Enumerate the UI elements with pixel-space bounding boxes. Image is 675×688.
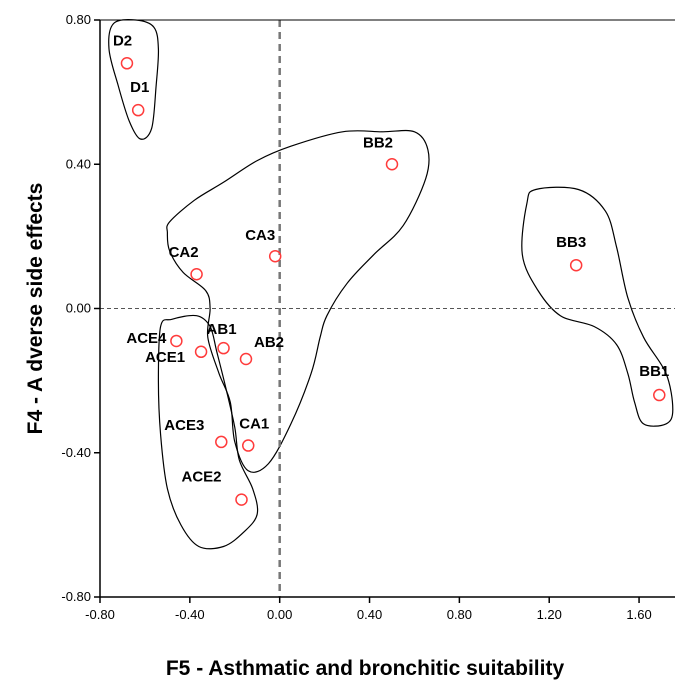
x-axis-title: F5 - Asthmatic and bronchitic suitabilit… [166,657,565,680]
data-point-d2 [120,57,134,70]
x-tick-label: 0.40 [357,607,382,622]
cluster-bb-outline [521,186,674,427]
point-label-ace2: ACE2 [182,469,222,486]
data-point-ace1 [194,345,208,359]
x-tick-label: -0.40 [175,607,205,622]
data-point-bb3 [569,258,583,272]
data-point-ca2 [190,267,203,281]
data-point-ace3 [215,435,228,449]
point-label-bb2: BB2 [363,134,393,151]
x-tick-label: 1.20 [537,607,562,622]
data-point-d1 [131,103,145,117]
point-label-d2: D2 [113,32,132,49]
x-tick-label: 1.60 [626,607,651,622]
x-tick-label: 0.80 [447,607,472,622]
data-point-ab2 [239,352,253,366]
data-point-bb1 [653,388,666,402]
cluster-ca-outline [166,129,430,473]
cluster-ace-outline [157,314,259,550]
point-label-ca2: CA2 [169,244,199,261]
y-tick-label: 0.00 [66,301,91,316]
data-point-ace2 [235,493,248,506]
point-label-ace4: ACE4 [126,330,167,347]
y-axis-title: F4 - A dverse side effects [24,183,47,435]
point-label-ace1: ACE1 [145,349,185,366]
point-label-d1: D1 [130,79,149,96]
y-tick-label: 0.80 [66,12,91,27]
point-label-bb1: BB1 [639,363,669,380]
point-label-ca1: CA1 [239,416,269,433]
point-label-bb3: BB3 [556,234,586,251]
data-point-ace4 [170,334,183,348]
data-point-ca1 [241,439,255,452]
point-label-ab2: AB2 [254,334,284,351]
x-tick-label: -0.80 [85,607,115,622]
clusters-layer [108,19,674,550]
data-point-ca3 [268,249,282,263]
points-layer [120,57,666,506]
data-point-ab1 [217,341,230,355]
axes-layer: -0.80 -0.40 0.00 0.40 0.80 -0.80 -0.40 0.00 0.40… [24,12,675,680]
point-label-ace3: ACE3 [164,417,204,434]
x-tick-label: 0.00 [267,607,292,622]
labels-layer: D2 D1 BB2 CA3 CA2 BB3 ACE4 AB1 ACE1 AB2 BB1 ACE3 CA1… [113,32,669,485]
y-tick-label: -0.80 [61,589,91,604]
data-point-bb2 [385,158,399,171]
point-label-ab1: AB1 [207,321,237,338]
y-tick-label: 0.40 [66,156,91,171]
point-label-ca3: CA3 [245,227,275,244]
y-tick-label: -0.40 [61,445,91,460]
